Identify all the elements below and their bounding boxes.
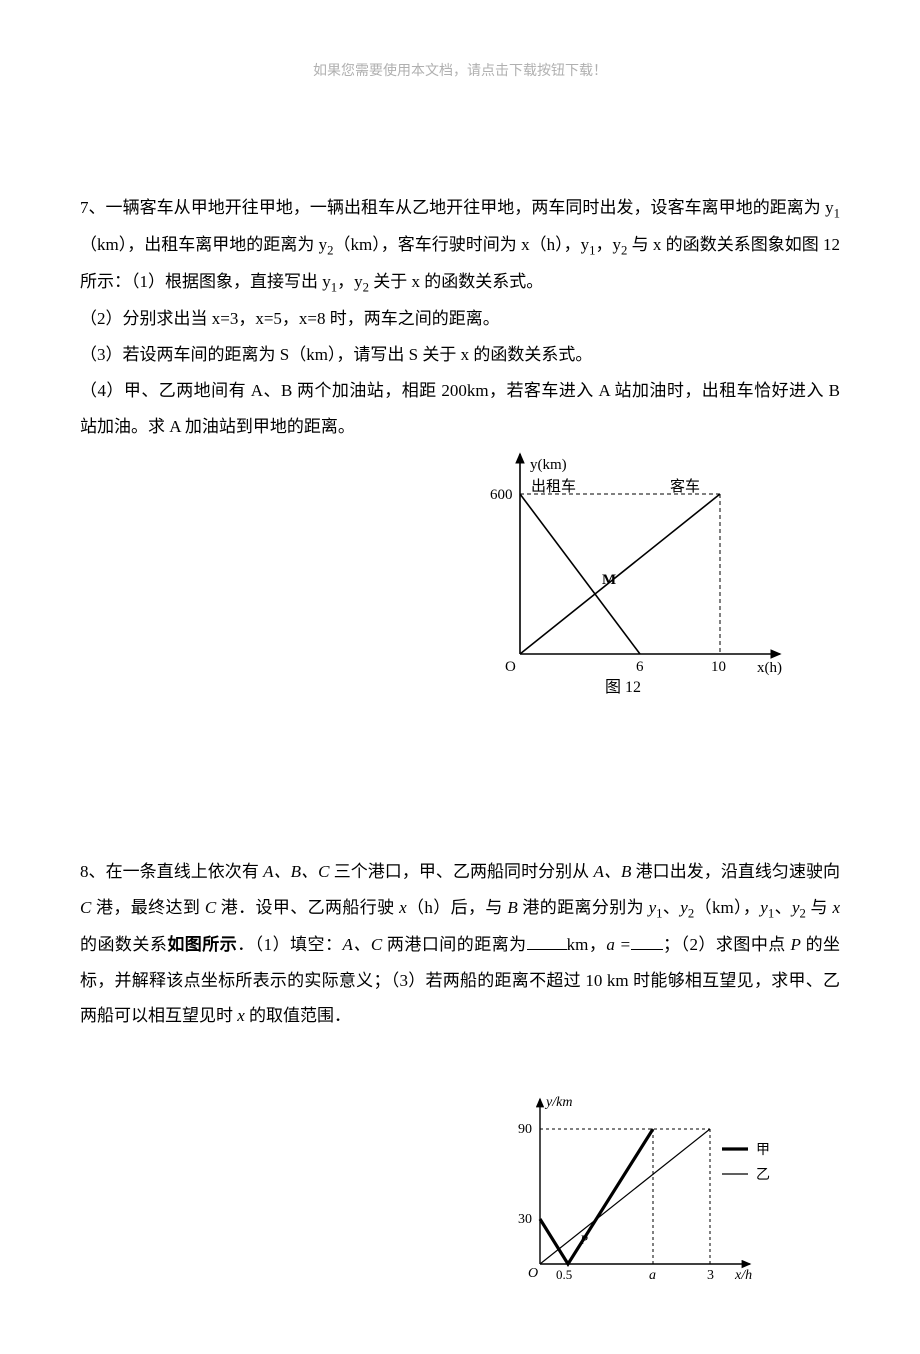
- q8-ytick-90: 90: [518, 1122, 532, 1137]
- q8-y2a: y: [680, 898, 688, 917]
- q8-y2b: y: [792, 898, 800, 917]
- top-hint: 如果您需要使用本文档，请点击下载按钮下载！: [80, 60, 840, 80]
- q8-abc: A、B、C: [263, 862, 329, 881]
- q8-c2: C: [205, 898, 216, 917]
- y-axis-label: y(km): [530, 457, 567, 473]
- q8-a: 8、在一条直线上依次有: [80, 862, 263, 881]
- q8-i: （km），: [694, 898, 760, 917]
- origin-label: O: [505, 659, 516, 675]
- q8-e: 港．设甲、乙两船行驶: [216, 898, 399, 917]
- y-tick-600: 600: [490, 487, 513, 503]
- q7-part4: （4）甲、乙两地间有 A、B 两个加油站，相距 200km，若客车进入 A 站加…: [80, 373, 840, 444]
- q8-ac: A、C: [343, 935, 383, 954]
- q7-part2: （2）分别求出当 x=3，x=5，x=8 时，两车之间的距离。: [80, 301, 840, 337]
- q7-l1t: （km），出租车离甲地的距离为 y: [80, 235, 327, 254]
- sub-1a: 1: [834, 206, 840, 220]
- chart-12: y(km) x(h) 600 出租车 客车 M O 6 10 图 12: [470, 444, 800, 704]
- q8-n: ；（2）求图中点: [663, 935, 790, 954]
- q8-aeq: a =: [606, 935, 631, 954]
- q8-ytick-30: 30: [518, 1212, 532, 1227]
- x-tick-10: 10: [711, 659, 726, 675]
- q8-y-label: y/km: [544, 1095, 572, 1110]
- q7-line1: 7、一辆客车从甲地开往甲地，一辆出租车从乙地开往甲地，两车同时出发，设客车离甲地…: [80, 198, 834, 217]
- q8-c1: C: [80, 898, 91, 917]
- q8-xtick-3: 3: [707, 1268, 714, 1283]
- q7-l1t6: 关于 x 的函数关系式。: [369, 272, 543, 291]
- q8-g: 港的距离分别为: [518, 898, 649, 917]
- legend-jia-text: 甲: [756, 1143, 770, 1158]
- q8-x2: x: [833, 898, 841, 917]
- bus-label: 客车: [670, 478, 700, 495]
- q8-d: 港，最终达到: [91, 898, 204, 917]
- q8-P: P: [790, 935, 800, 954]
- q7-l1t3: ，y: [595, 235, 621, 254]
- blank-2: [631, 932, 663, 950]
- chart-caption: 图 12: [605, 679, 641, 696]
- q8-m: 两港口间的距离为: [382, 935, 526, 954]
- q8-xtick-05: 0.5: [556, 1267, 572, 1282]
- q8-j: 与: [806, 898, 833, 917]
- x-tick-6: 6: [636, 659, 644, 675]
- q7-part3: （3）若设两车间的距离为 S（km），请写出 S 关于 x 的函数关系式。: [80, 337, 840, 373]
- q8-l: ．（1）填空：: [237, 935, 342, 954]
- chart-q8: 90 30 0.5 a 3 O y/km x/h P 甲 乙: [500, 1084, 780, 1294]
- q8-body: 8、在一条直线上依次有 A、B、C 三个港口，甲、乙两船同时分别从 A、B 港口…: [80, 854, 840, 1034]
- q8-p: 的取值范围．: [245, 1006, 351, 1025]
- q8-k: 的函数关系: [80, 935, 167, 954]
- bus-line: [520, 494, 720, 654]
- x-axis-label: x(h): [757, 660, 782, 676]
- q8-x-label: x/h: [734, 1268, 752, 1283]
- q7-l1t5: ，y: [337, 272, 363, 291]
- q8-h2: 、: [774, 898, 792, 917]
- taxi-line: [520, 494, 640, 654]
- q8-x1: x: [399, 898, 407, 917]
- point-m-label: M: [602, 572, 616, 588]
- q8-B1: B: [507, 898, 517, 917]
- q8-point-p: P: [579, 1232, 588, 1247]
- q8-x3: x: [237, 1006, 245, 1025]
- q7-body: 7、一辆客车从甲地开往甲地，一辆出租车从乙地开往甲地，两车同时出发，设客车离甲地…: [80, 190, 840, 301]
- taxi-label: 出租车: [531, 478, 576, 495]
- yi-line: [540, 1129, 710, 1264]
- jia-line: [540, 1129, 653, 1264]
- q8-h: 、: [663, 898, 681, 917]
- q8-unitkm: km，: [567, 935, 607, 954]
- q8-c: 港口出发，沿直线匀速驶向: [631, 862, 840, 881]
- q8-b: 三个港口，甲、乙两船同时分别从: [329, 862, 593, 881]
- q8-ab: A、B: [594, 862, 632, 881]
- blank-1: [527, 932, 567, 950]
- q8-bold: 如图所示: [167, 935, 237, 954]
- q8-xtick-a: a: [649, 1268, 656, 1283]
- legend-yi-text: 乙: [756, 1167, 770, 1183]
- q8-origin: O: [528, 1266, 538, 1281]
- q8-y1b: y: [760, 898, 768, 917]
- q8-f: （h）后，与: [407, 898, 508, 917]
- q7-l1t2: （km），客车行驶时间为 x（h），y: [333, 235, 589, 254]
